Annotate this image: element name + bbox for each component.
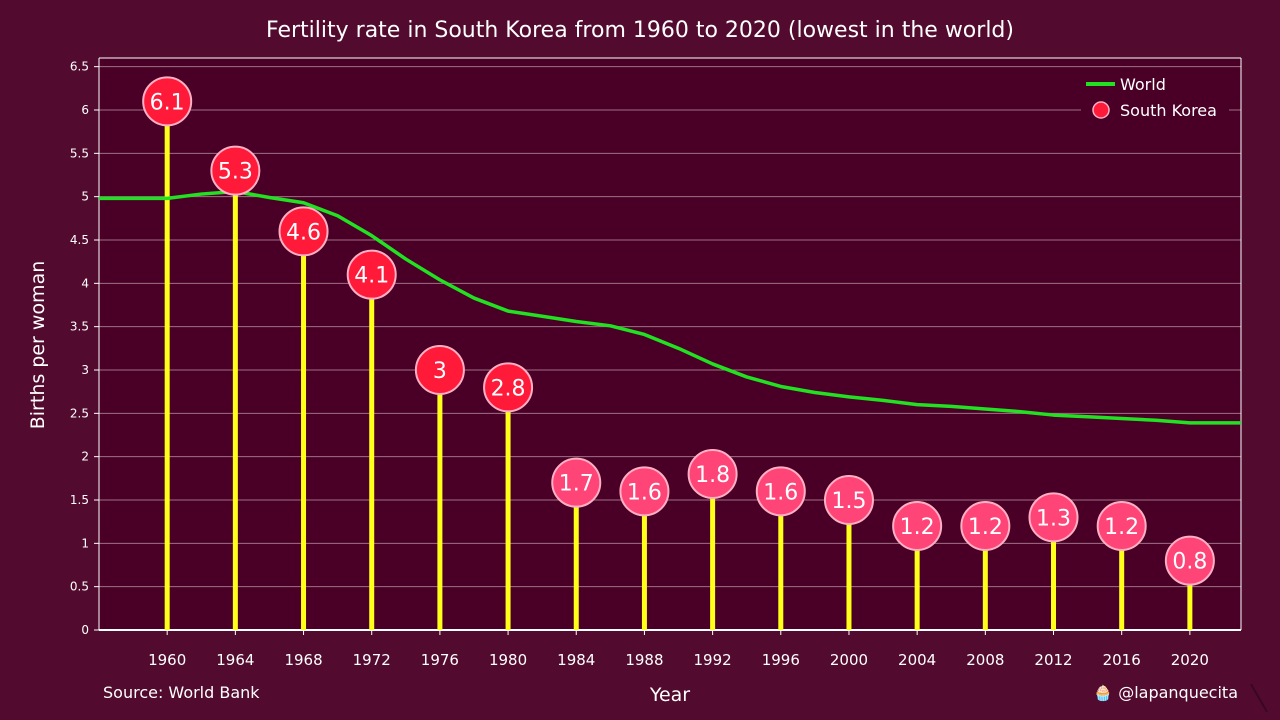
x-tick-label: 2012 xyxy=(1034,651,1072,669)
x-tick-label: 1992 xyxy=(694,651,732,669)
korea-data-label: 1.2 xyxy=(1104,515,1139,540)
legend: World South Korea xyxy=(1081,69,1229,129)
korea-data-label: 4.6 xyxy=(286,220,321,245)
korea-point xyxy=(892,501,943,551)
y-tick-label: 1 xyxy=(81,536,89,550)
x-tick-label: 2004 xyxy=(898,651,936,669)
korea-data-label: 1.2 xyxy=(900,515,935,540)
korea-point xyxy=(687,449,738,499)
korea-point xyxy=(1096,501,1147,551)
korea-data-label: 1.3 xyxy=(1036,506,1071,531)
legend-korea-label: South Korea xyxy=(1120,101,1217,120)
korea-point xyxy=(1164,535,1215,586)
legend-box xyxy=(1081,69,1229,129)
korea-point xyxy=(551,457,602,508)
x-tick-label: 1984 xyxy=(557,651,595,669)
x-tick-label: 1980 xyxy=(489,651,527,669)
credit-handle: @lapanquecita xyxy=(1118,683,1238,702)
legend-world-label: World xyxy=(1120,75,1166,94)
credit: 🧁 @lapanquecita xyxy=(1094,683,1239,702)
korea-data-label: 5.3 xyxy=(218,160,253,185)
y-tick-label: 2 xyxy=(81,450,89,464)
x-tick-label: 1996 xyxy=(762,651,800,669)
korea-point xyxy=(1028,492,1079,543)
y-tick-label: 3.5 xyxy=(70,320,89,334)
source-note: Source: World Bank xyxy=(103,683,260,702)
korea-data-label: 1.6 xyxy=(627,480,662,505)
y-tick-label: 5 xyxy=(81,190,89,204)
y-tick-label: 2.5 xyxy=(70,406,89,420)
x-axis-label: Year xyxy=(649,684,691,706)
korea-data-label: 0.8 xyxy=(1172,550,1207,575)
x-tick-label: 1976 xyxy=(421,651,459,669)
y-tick-label: 0.5 xyxy=(70,580,89,594)
y-tick-label: 4 xyxy=(81,276,89,290)
korea-data-label: 6.1 xyxy=(150,90,185,115)
korea-data-label: 1.8 xyxy=(695,463,730,488)
korea-data-label: 4.1 xyxy=(354,264,389,289)
x-tick-label: 2000 xyxy=(830,651,868,669)
korea-data-label: 1.7 xyxy=(559,472,594,497)
x-tick-label: 1960 xyxy=(148,651,186,669)
y-tick-label: 6 xyxy=(81,103,89,117)
legend-korea-swatch xyxy=(1092,101,1110,119)
x-tick-label: 1988 xyxy=(625,651,663,669)
korea-point xyxy=(823,475,874,525)
y-tick-label: 5.5 xyxy=(70,146,89,160)
y-tick-label: 1.5 xyxy=(70,493,89,507)
x-tick-label: 1964 xyxy=(216,651,254,669)
korea-data-label: 1.2 xyxy=(968,515,1003,540)
x-tick-label: 2008 xyxy=(966,651,1004,669)
x-tick-label: 1968 xyxy=(284,651,322,669)
y-tick-label: 6.5 xyxy=(70,60,89,74)
korea-point xyxy=(960,501,1011,551)
korea-point xyxy=(278,206,329,257)
korea-point xyxy=(755,466,806,517)
y-tick-label: 3 xyxy=(81,363,89,377)
chart-title: Fertility rate in South Korea from 1960 … xyxy=(266,18,1014,43)
x-tick-label: 2016 xyxy=(1103,651,1141,669)
x-tick-label: 2020 xyxy=(1171,651,1209,669)
korea-point xyxy=(210,145,261,196)
y-tick-label: 0 xyxy=(81,623,89,637)
y-tick-label: 4.5 xyxy=(70,233,89,247)
korea-point xyxy=(414,345,465,395)
cupcake-icon: 🧁 xyxy=(1093,683,1113,702)
x-tick-label: 1972 xyxy=(353,651,391,669)
korea-data-label: 2.8 xyxy=(491,376,526,401)
world-line xyxy=(99,189,1241,425)
korea-data-label: 1.5 xyxy=(831,489,866,514)
korea-data-label: 1.6 xyxy=(763,480,798,505)
korea-point xyxy=(142,76,193,127)
korea-point xyxy=(346,249,397,300)
korea-point xyxy=(483,362,534,413)
korea-point xyxy=(619,466,670,517)
korea-data-label: 3 xyxy=(433,359,447,384)
